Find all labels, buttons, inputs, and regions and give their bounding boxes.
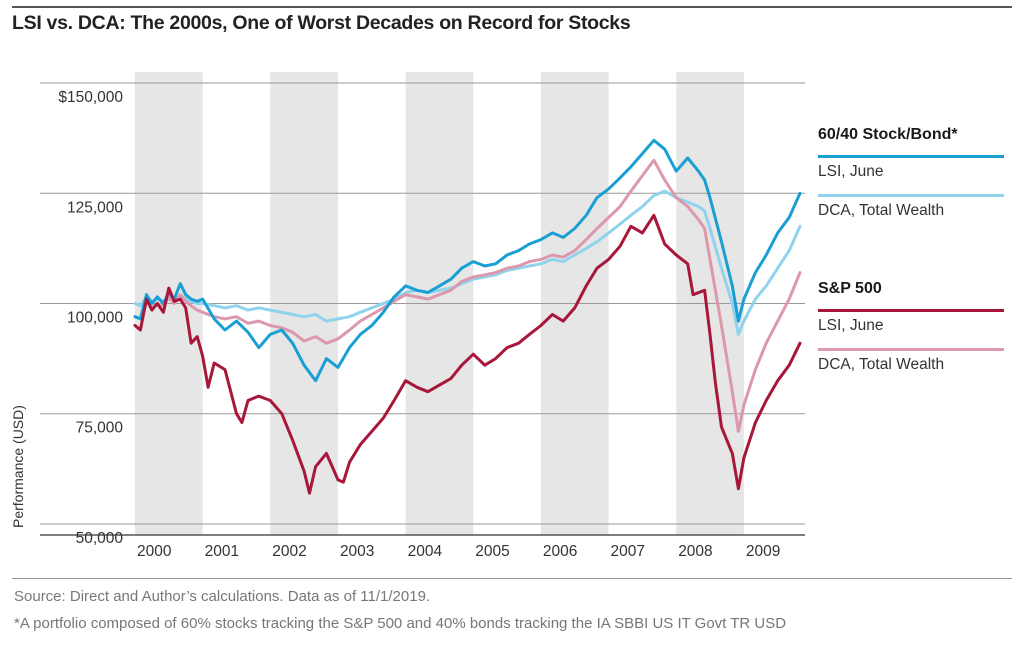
y-tick-label-100000: 100,000 xyxy=(67,310,123,327)
y-tick-label-150000: $150,000 xyxy=(58,89,123,106)
chart-title: LSI vs. DCA: The 2000s, One of Worst Dec… xyxy=(12,12,631,34)
series-line-6040_lsi xyxy=(133,138,802,383)
legend-item-6040-dca: DCA, Total Wealth xyxy=(818,194,1004,220)
x-tick-label-2004: 2004 xyxy=(408,543,443,560)
series-line-sp_dca xyxy=(133,158,802,433)
x-tick-label-2009: 2009 xyxy=(746,543,780,560)
x-tick-label-2007: 2007 xyxy=(611,543,645,560)
footnote: *A portfolio composed of 60% stocks trac… xyxy=(14,615,787,632)
x-tick-label-2000: 2000 xyxy=(137,543,172,560)
y-tick-label-125000: 125,000 xyxy=(67,199,123,216)
y-tick-label-50000: 50,000 xyxy=(76,530,124,547)
x-tick-label-2003: 2003 xyxy=(340,543,374,560)
series-line-6040_dca xyxy=(133,189,802,336)
x-tick-label-2006: 2006 xyxy=(543,543,577,560)
top-rule xyxy=(12,6,1012,8)
x-tick-label-2005: 2005 xyxy=(475,543,509,560)
y-axis-label: Performance (USD) xyxy=(10,405,26,528)
x-tick-label-2002: 2002 xyxy=(272,543,306,560)
footer-rule xyxy=(12,578,1012,579)
x-tick-label-2001: 2001 xyxy=(205,543,239,560)
x-tick-label-2008: 2008 xyxy=(678,543,712,560)
legend-item-6040-lsi: LSI, June xyxy=(818,155,1004,181)
legend-heading-sp500: S&P 500 xyxy=(818,280,882,297)
legend-heading-6040: 60/40 Stock/Bond* xyxy=(818,126,958,143)
legend-item-sp-dca: DCA, Total Wealth xyxy=(818,348,1004,374)
series-line-sp_lsi xyxy=(133,213,802,495)
y-tick-label-75000: 75,000 xyxy=(76,420,124,437)
source-note: Source: Direct and Author’s calculations… xyxy=(14,588,431,605)
legend-item-sp-lsi: LSI, June xyxy=(818,309,1004,335)
